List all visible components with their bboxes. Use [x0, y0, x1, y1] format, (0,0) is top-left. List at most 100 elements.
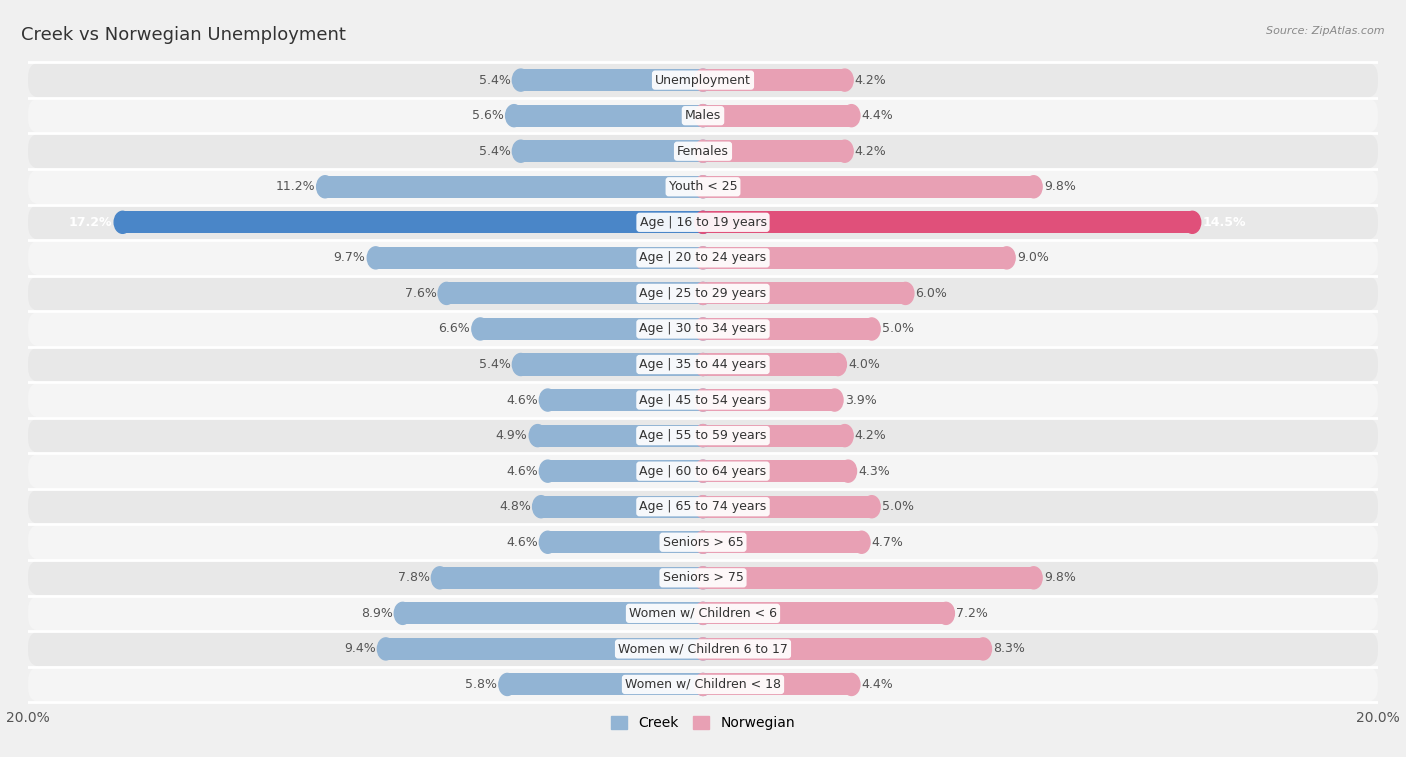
Legend: Creek, Norwegian: Creek, Norwegian — [605, 711, 801, 736]
Bar — [541, 496, 703, 518]
Text: 7.6%: 7.6% — [405, 287, 436, 300]
FancyBboxPatch shape — [28, 133, 1378, 169]
Bar — [375, 247, 703, 269]
Ellipse shape — [695, 104, 711, 126]
Text: Age | 65 to 74 years: Age | 65 to 74 years — [640, 500, 766, 513]
FancyBboxPatch shape — [28, 204, 1378, 240]
Ellipse shape — [695, 282, 711, 304]
FancyBboxPatch shape — [28, 347, 1378, 382]
Ellipse shape — [695, 425, 711, 447]
Text: 3.9%: 3.9% — [845, 394, 876, 407]
Bar — [481, 318, 703, 340]
Ellipse shape — [472, 318, 489, 340]
Ellipse shape — [540, 460, 557, 482]
FancyBboxPatch shape — [28, 62, 1378, 98]
Ellipse shape — [695, 460, 711, 482]
Bar — [520, 69, 703, 91]
Bar — [703, 211, 1192, 233]
Ellipse shape — [695, 140, 711, 162]
Text: Females: Females — [678, 145, 728, 157]
Text: 9.4%: 9.4% — [344, 643, 375, 656]
Text: 4.6%: 4.6% — [506, 394, 537, 407]
Bar — [548, 389, 703, 411]
Ellipse shape — [897, 282, 914, 304]
Ellipse shape — [827, 389, 844, 411]
Ellipse shape — [695, 531, 711, 553]
Text: 17.2%: 17.2% — [69, 216, 112, 229]
Ellipse shape — [695, 531, 711, 553]
Text: Age | 20 to 24 years: Age | 20 to 24 years — [640, 251, 766, 264]
Text: 4.9%: 4.9% — [496, 429, 527, 442]
Bar — [703, 354, 838, 375]
Bar — [520, 140, 703, 162]
FancyBboxPatch shape — [28, 382, 1378, 418]
Bar — [703, 638, 983, 660]
Text: Youth < 25: Youth < 25 — [669, 180, 737, 193]
Ellipse shape — [439, 282, 456, 304]
Text: 6.0%: 6.0% — [915, 287, 948, 300]
Ellipse shape — [695, 567, 711, 589]
Ellipse shape — [540, 531, 557, 553]
Ellipse shape — [695, 389, 711, 411]
Bar — [703, 247, 1007, 269]
FancyBboxPatch shape — [28, 525, 1378, 560]
Text: 5.4%: 5.4% — [479, 145, 510, 157]
Ellipse shape — [695, 69, 711, 91]
Text: 8.3%: 8.3% — [993, 643, 1025, 656]
Ellipse shape — [695, 69, 711, 91]
Text: 4.8%: 4.8% — [499, 500, 531, 513]
Ellipse shape — [695, 638, 711, 660]
Text: 4.4%: 4.4% — [862, 109, 893, 122]
Bar — [703, 460, 848, 482]
Bar — [703, 104, 852, 126]
Bar — [508, 674, 703, 696]
Ellipse shape — [695, 567, 711, 589]
Bar — [703, 282, 905, 304]
FancyBboxPatch shape — [28, 418, 1378, 453]
Ellipse shape — [695, 496, 711, 518]
Text: 9.0%: 9.0% — [1017, 251, 1049, 264]
Ellipse shape — [512, 354, 529, 375]
Text: Seniors > 75: Seniors > 75 — [662, 572, 744, 584]
Ellipse shape — [695, 496, 711, 518]
Ellipse shape — [695, 603, 711, 625]
Ellipse shape — [938, 603, 955, 625]
Ellipse shape — [695, 674, 711, 696]
Text: Women w/ Children 6 to 17: Women w/ Children 6 to 17 — [619, 643, 787, 656]
Text: 14.5%: 14.5% — [1202, 216, 1246, 229]
Bar — [520, 354, 703, 375]
Text: 4.6%: 4.6% — [506, 465, 537, 478]
Text: 8.9%: 8.9% — [361, 607, 392, 620]
Ellipse shape — [853, 531, 870, 553]
Ellipse shape — [540, 389, 557, 411]
Text: Seniors > 65: Seniors > 65 — [662, 536, 744, 549]
Bar — [703, 425, 845, 447]
Ellipse shape — [837, 425, 853, 447]
Ellipse shape — [974, 638, 991, 660]
Bar — [703, 567, 1033, 589]
Ellipse shape — [512, 69, 529, 91]
Text: 4.2%: 4.2% — [855, 145, 887, 157]
Text: 4.7%: 4.7% — [872, 536, 904, 549]
FancyBboxPatch shape — [28, 169, 1378, 204]
Ellipse shape — [839, 460, 856, 482]
Ellipse shape — [695, 638, 711, 660]
FancyBboxPatch shape — [28, 667, 1378, 702]
Ellipse shape — [695, 389, 711, 411]
Text: Age | 35 to 44 years: Age | 35 to 44 years — [640, 358, 766, 371]
Text: 5.0%: 5.0% — [882, 322, 914, 335]
Ellipse shape — [1025, 567, 1042, 589]
Ellipse shape — [844, 104, 860, 126]
Ellipse shape — [316, 176, 333, 198]
Bar — [703, 531, 862, 553]
Text: 6.6%: 6.6% — [439, 322, 470, 335]
Ellipse shape — [695, 354, 711, 375]
Text: 5.6%: 5.6% — [472, 109, 503, 122]
Bar — [703, 140, 845, 162]
Ellipse shape — [695, 354, 711, 375]
Text: Age | 25 to 29 years: Age | 25 to 29 years — [640, 287, 766, 300]
Ellipse shape — [695, 211, 711, 233]
FancyBboxPatch shape — [28, 631, 1378, 667]
Ellipse shape — [695, 140, 711, 162]
Ellipse shape — [695, 460, 711, 482]
